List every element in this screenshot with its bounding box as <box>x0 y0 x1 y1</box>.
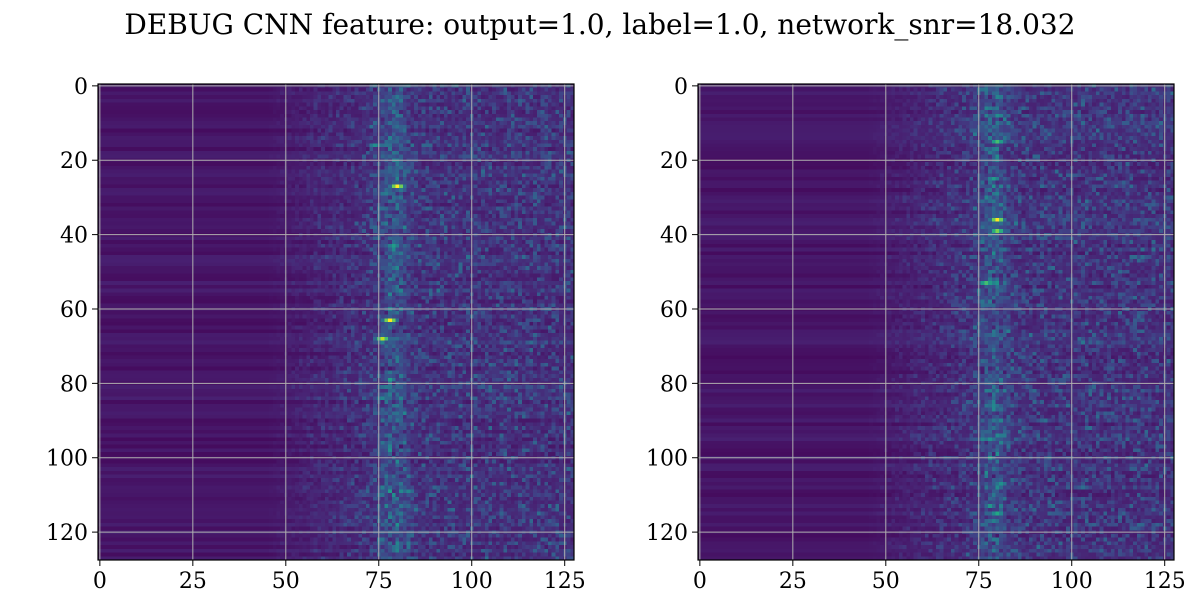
figure-title: DEBUG CNN feature: output=1.0, label=1.0… <box>124 8 1076 41</box>
x-tick-label: 125 <box>1144 569 1186 594</box>
y-tick-label: 20 <box>660 149 688 174</box>
x-tick-label: 25 <box>779 569 807 594</box>
y-tick-label: 80 <box>660 372 688 397</box>
heatmap-image <box>698 84 1174 560</box>
y-tick-label: 0 <box>674 75 688 100</box>
y-tick-label: 60 <box>660 298 688 323</box>
x-tick-label: 75 <box>365 569 393 594</box>
x-tick-label: 75 <box>965 569 993 594</box>
y-tick-label: 120 <box>646 521 688 546</box>
x-tick-label: 100 <box>451 569 493 594</box>
y-tick-label: 100 <box>646 447 688 472</box>
axes-frame <box>697 83 1175 561</box>
x-tick-label: 0 <box>693 569 707 594</box>
y-tick-label: 40 <box>60 224 88 249</box>
y-tick-label: 80 <box>60 372 88 397</box>
x-tick-label: 50 <box>872 569 900 594</box>
heatmap-image <box>98 84 574 560</box>
y-tick-label: 0 <box>74 75 88 100</box>
x-tick-label: 0 <box>93 569 107 594</box>
y-tick-label: 20 <box>60 149 88 174</box>
x-tick-label: 125 <box>544 569 586 594</box>
y-tick-label: 60 <box>60 298 88 323</box>
y-tick-label: 40 <box>660 224 688 249</box>
axes-frame <box>97 83 575 561</box>
y-tick-label: 100 <box>46 447 88 472</box>
heatmap-panel-left: 0 25 50 75 100 125 0 20 40 60 80 100 120 <box>46 75 586 594</box>
x-tick-label: 25 <box>179 569 207 594</box>
y-tick-label: 120 <box>46 521 88 546</box>
x-tick-label: 50 <box>272 569 300 594</box>
heatmap-panel-right: 0 25 50 75 100 125 0 20 40 60 80 100 120 <box>646 75 1186 594</box>
x-tick-label: 100 <box>1051 569 1093 594</box>
